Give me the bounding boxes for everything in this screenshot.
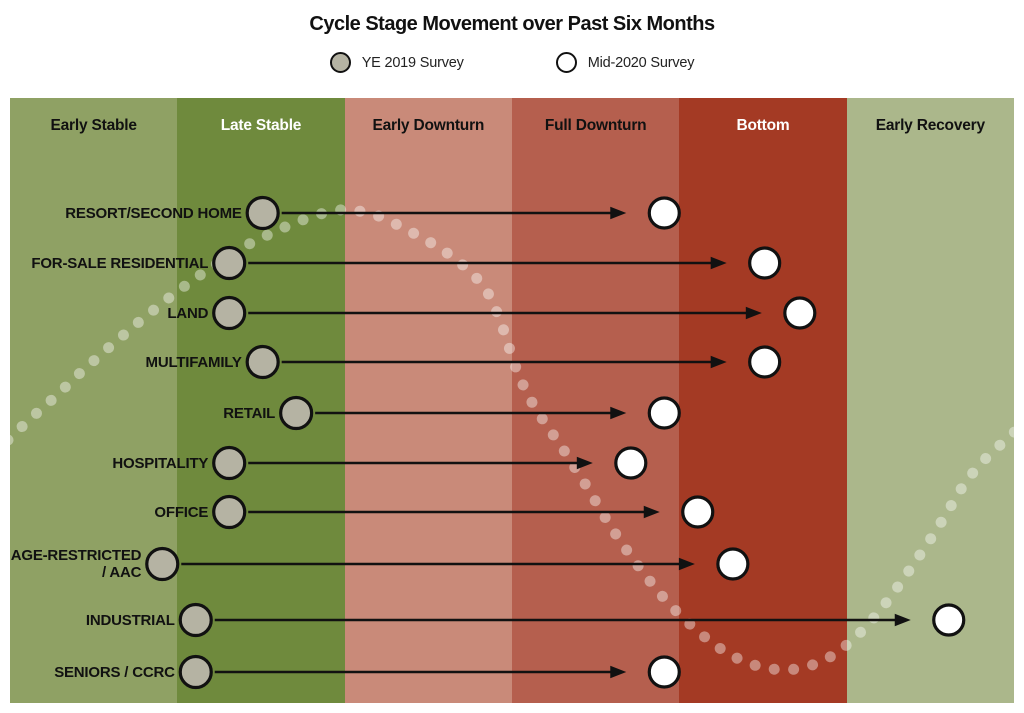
stage-column-bottom: Bottom	[679, 98, 847, 703]
legend-item-mid2020: Mid-2020 Survey	[555, 52, 695, 73]
row-label: RETAIL	[223, 404, 276, 422]
stage-header: Early Downturn	[372, 117, 485, 134]
row-label: INDUSTRIAL	[85, 611, 175, 629]
mid2020-marker-icon	[555, 52, 577, 73]
row-label: AGE-RESTRICTED / AAC	[10, 547, 142, 581]
stage-header: Late Stable	[220, 117, 302, 134]
stage-header: Full Downturn	[544, 117, 647, 134]
ye2019-marker-icon	[329, 52, 351, 73]
stage-column-full-downturn: Full Downturn	[511, 98, 680, 703]
row-label: LAND	[167, 304, 209, 322]
row-label: MULTIFAMILY	[145, 353, 242, 371]
row-label: OFFICE	[154, 503, 209, 521]
row-label: FOR-SALE RESIDENTIAL	[31, 254, 209, 272]
stage-column-late-stable: Late Stable	[177, 98, 345, 703]
legend-label-ye2019: YE 2019 Survey	[361, 54, 464, 71]
legend-label-mid2020: Mid-2020 Survey	[587, 54, 695, 71]
stage-column-early-stable: Early Stable	[10, 98, 178, 703]
row-label: HOSPITALITY	[112, 454, 209, 472]
legend: YE 2019 Survey Mid-2020 Survey	[0, 52, 1024, 73]
legend-item-ye2019: YE 2019 Survey	[329, 52, 464, 73]
chart-title: Cycle Stage Movement over Past Six Month…	[309, 13, 715, 35]
stage-column-early-recovery: Early Recovery	[846, 98, 1014, 703]
row-label: RESORT/SECOND HOME	[65, 204, 242, 222]
stage-header: Bottom	[736, 117, 790, 134]
stage-header: Early Stable	[50, 117, 137, 134]
stage-header: Early Recovery	[875, 117, 985, 134]
row-label: SENIORS / CCRC	[54, 663, 175, 681]
stage-column-early-downturn: Early Downturn	[344, 98, 512, 703]
